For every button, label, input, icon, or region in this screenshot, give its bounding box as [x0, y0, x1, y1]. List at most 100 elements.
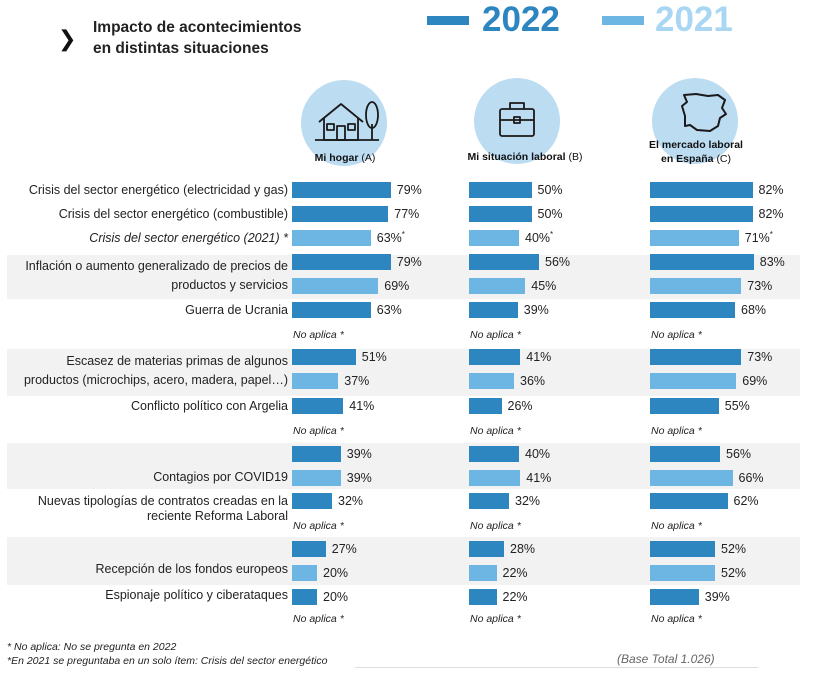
data-label: 37%	[344, 374, 370, 388]
data-label: 63%*	[376, 230, 405, 245]
data-label: 82%	[758, 207, 784, 221]
data-label: 41%	[349, 399, 375, 413]
na-label: No aplica *	[470, 425, 521, 437]
data-label: 79%	[396, 183, 422, 197]
data-label: 22%	[502, 590, 528, 604]
data-label: 63%	[376, 303, 402, 317]
briefcase-icon	[499, 102, 535, 137]
market-circle	[652, 78, 738, 164]
data-label: 20%	[323, 566, 349, 580]
bar-2022	[650, 302, 735, 318]
data-label: 40%	[525, 447, 551, 461]
na-label: No aplica *	[470, 520, 521, 532]
column-header-laboral: Mi situación laboral (B)	[450, 150, 600, 164]
bar-2022	[292, 349, 356, 365]
bar-2022	[292, 541, 326, 557]
na-label: No aplica *	[470, 329, 521, 341]
bar-2022	[650, 493, 728, 509]
data-label: 66%	[738, 471, 764, 485]
data-label: 26%	[507, 399, 533, 413]
column-header-mercado-line-1: El mercado laboral	[649, 139, 743, 151]
bar-2022	[292, 493, 332, 509]
footnote-mark: *	[550, 230, 554, 239]
bar-2022	[469, 349, 521, 365]
bar-2022	[292, 398, 344, 414]
bar-2021	[650, 373, 737, 389]
na-label: No aplica *	[651, 520, 702, 532]
bar-2022	[650, 446, 720, 462]
bar-2022	[469, 206, 532, 222]
footer-divider	[355, 667, 758, 668]
bar-2021	[650, 470, 733, 486]
data-label: 32%	[338, 494, 364, 508]
data-label: 77%	[394, 207, 420, 221]
data-label: 68%	[741, 303, 767, 317]
footnote-mark: *	[769, 230, 773, 239]
bar-2021	[292, 230, 371, 246]
data-label: 41%	[526, 471, 552, 485]
column-header-hogar-label: Mi hogar	[314, 152, 359, 164]
na-label: No aplica *	[651, 613, 702, 625]
bar-2021	[292, 565, 317, 581]
bar-2022	[650, 206, 753, 222]
footnote-no-aplica: * No aplica: No se pregunta en 2022	[7, 641, 177, 653]
data-label: 41%	[526, 350, 552, 364]
na-label: No aplica *	[651, 425, 702, 437]
bar-2022	[292, 254, 391, 270]
footnote-2021-item: *En 2021 se preguntaba en un solo ítem: …	[7, 655, 328, 667]
row-label: Inflación o aumento generalizado de prec…	[25, 259, 288, 273]
chart-title: Impacto de acontecimientos en distintas …	[93, 17, 301, 59]
data-label: 69%	[742, 374, 768, 388]
legend-label-2022: 2022	[482, 0, 560, 39]
data-label: 27%	[331, 542, 357, 556]
data-label: 32%	[515, 494, 541, 508]
bar-2022	[469, 398, 502, 414]
bar-2021	[292, 470, 341, 486]
house-icon	[315, 101, 379, 141]
row-label: productos (microchips, acero, madera, pa…	[23, 373, 288, 387]
bar-2022	[469, 493, 509, 509]
home-circle	[301, 80, 387, 166]
column-header-laboral-label: Mi situación laboral	[467, 151, 566, 163]
column-header-hogar-suffix: (A)	[361, 152, 376, 164]
bar-2022	[292, 206, 389, 222]
data-label: 82%	[758, 183, 784, 197]
bar-2022	[292, 589, 317, 605]
row-label: Contagios por COVID19	[153, 470, 288, 484]
data-label: 71%*	[744, 230, 773, 245]
bar-2022	[292, 446, 341, 462]
bar-2022	[292, 302, 371, 318]
data-label: 39%	[346, 471, 372, 485]
data-label: 83%	[759, 255, 785, 269]
data-label: 39%	[523, 303, 549, 317]
data-label: 40%*	[525, 230, 554, 245]
data-label: 45%	[531, 279, 557, 293]
bar-2021	[650, 278, 742, 294]
data-label: 73%	[747, 350, 773, 364]
spain-map-icon	[681, 93, 727, 132]
bar-2022	[650, 254, 754, 270]
base-total: (Base Total 1.026)	[617, 652, 715, 666]
data-label: 55%	[724, 399, 750, 413]
bar-2021	[292, 278, 379, 294]
na-label: No aplica *	[293, 425, 344, 437]
data-label: 56%	[545, 255, 571, 269]
legend-swatch-2022	[427, 16, 469, 25]
data-label: 50%	[537, 207, 563, 221]
data-label: 50%	[537, 183, 563, 197]
bar-2021	[469, 565, 497, 581]
bar-2022	[650, 398, 719, 414]
data-label: 22%	[502, 566, 528, 580]
chevron-icon: ❯	[58, 26, 77, 51]
na-label: No aplica *	[293, 520, 344, 532]
column-header-laboral-suffix: (B)	[568, 151, 583, 163]
column-header-mercado-suffix: (C)	[716, 153, 732, 165]
bar-2022	[469, 302, 518, 318]
na-label: No aplica *	[470, 613, 521, 625]
row-label: Crisis del sector energético (2021) *	[89, 231, 288, 245]
data-label: 69%	[384, 279, 410, 293]
bar-2022	[650, 541, 715, 557]
row-label: Espionaje político y ciberataques	[105, 588, 288, 602]
bar-2022	[469, 541, 504, 557]
bar-2021	[469, 230, 519, 246]
